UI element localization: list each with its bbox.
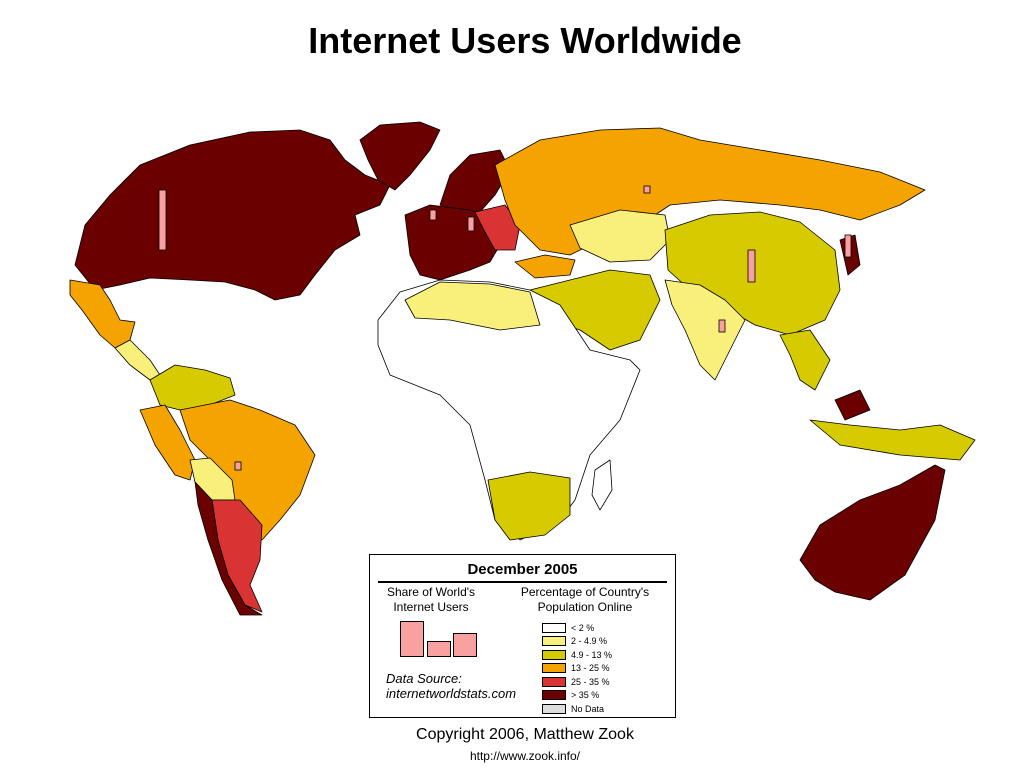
legend-label: > 35 % [571, 690, 600, 701]
indonesia [809, 419, 976, 461]
southeast-asia [779, 329, 831, 391]
share-symbol [643, 185, 651, 194]
australia [799, 464, 946, 601]
share-sample [427, 641, 451, 657]
legend-class: 25 - 35 % [542, 675, 612, 689]
legend-label: 25 - 35 % [571, 676, 610, 687]
legend-label: 4.9 - 13 % [571, 649, 613, 660]
venezuela-colombia [149, 364, 236, 411]
scandinavia [439, 149, 511, 216]
india [664, 279, 746, 381]
legend-class: > 35 % [542, 689, 612, 703]
legend-swatch [542, 636, 566, 647]
greenland [359, 121, 441, 191]
data-source-label: Data Source: [386, 671, 462, 686]
chile [194, 481, 263, 616]
data-source-url: internetworldstats.com [386, 686, 517, 701]
legend-label: No Data [571, 703, 605, 714]
legend-rule [378, 581, 667, 583]
legend-heading: December 2005 [467, 561, 578, 578]
share-symbol [158, 189, 167, 251]
share-sample [400, 621, 424, 657]
legend-class: 4.9 - 13 % [542, 648, 612, 662]
map-title: Internet Users Worldwide [308, 20, 742, 61]
legend-class: 13 - 25 % [542, 662, 612, 676]
legend-class: 2 - 4.9 % [542, 635, 612, 649]
kazakhstan [569, 209, 671, 263]
southern-africa [487, 471, 571, 541]
legend-swatch [542, 676, 566, 687]
canada-usa [74, 129, 391, 301]
malaysia [834, 389, 871, 421]
data-source: Data Source: internetworldstats.com [386, 671, 516, 701]
legend-label: 13 - 25 % [571, 663, 610, 674]
share-sample [453, 633, 477, 657]
mexico [69, 279, 136, 349]
legend-label: 2 - 4.9 % [571, 636, 608, 647]
class-list: < 2 % 2 - 4.9 % 4.9 - 13 % 13 - 25 % 25 - 35… [542, 621, 612, 716]
share-symbol [718, 319, 726, 333]
legend-class: No Data [542, 702, 612, 716]
legend-swatch [542, 703, 566, 714]
legend-swatch [542, 649, 566, 660]
turkey [514, 254, 576, 279]
share-symbol [234, 461, 242, 471]
share-symbol [747, 249, 756, 283]
share-symbol [467, 216, 475, 232]
legend-swatch [542, 663, 566, 674]
copyright: Copyright 2006, Matthew Zook [416, 726, 634, 743]
western-europe [404, 204, 501, 281]
madagascar [591, 459, 613, 511]
legend-swatch [542, 690, 566, 701]
legend-label: < 2 % [571, 622, 595, 633]
north-africa [404, 281, 541, 331]
legend: December 2005 Share of World's Internet … [369, 554, 676, 718]
eastern-europe [474, 204, 521, 251]
legend-class: < 2 % [542, 621, 612, 635]
africa [377, 279, 641, 541]
share-symbol [844, 234, 852, 258]
share-title: Share of World's Internet Users [386, 585, 476, 614]
footer-url: http://www.zook.info/ [469, 749, 581, 763]
percentage-title: Percentage of Country's Population Onlin… [520, 585, 650, 614]
central-america [114, 339, 161, 381]
share-symbol [429, 209, 437, 221]
legend-swatch [542, 622, 566, 633]
